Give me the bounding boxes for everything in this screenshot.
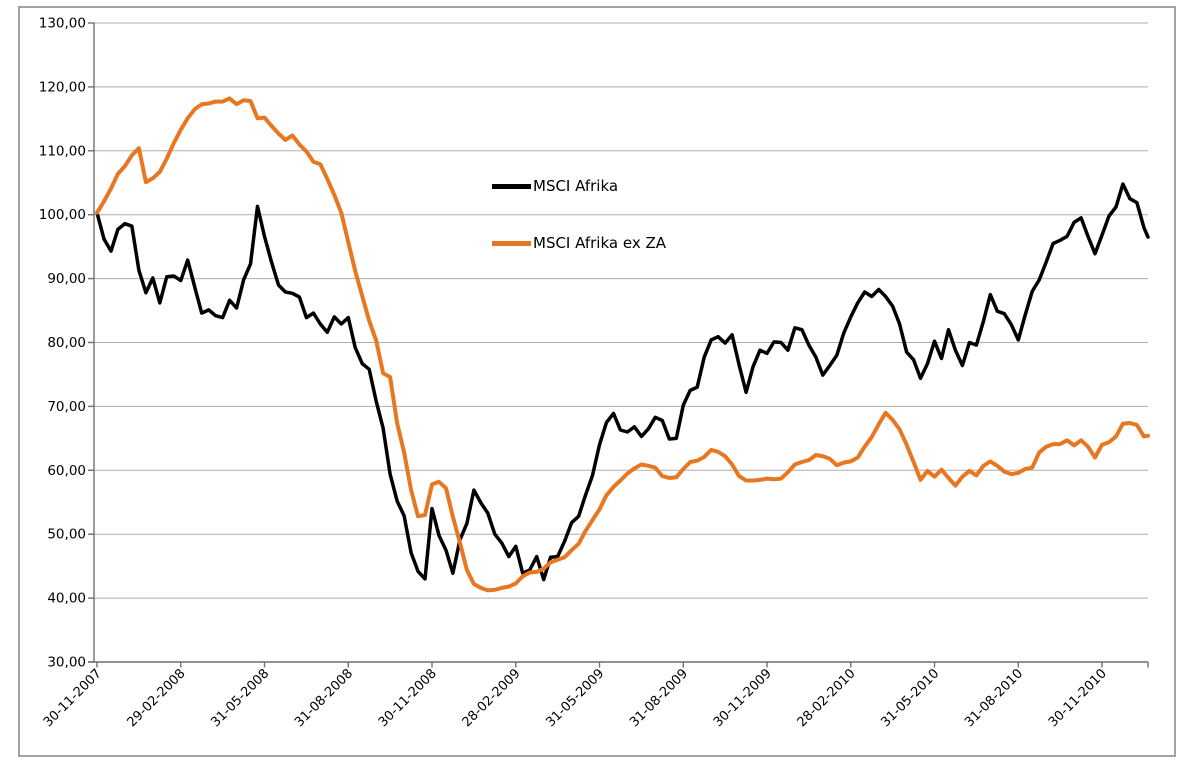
y-axis-label: 80,00 bbox=[47, 335, 86, 351]
legend-swatch-msci-afrika bbox=[492, 183, 531, 189]
y-axis-label: 110,00 bbox=[39, 143, 86, 159]
y-axis-label: 50,00 bbox=[47, 527, 86, 543]
legend-item-msci-afrika: MSCI Afrika bbox=[492, 177, 666, 195]
y-axis-label: 90,00 bbox=[47, 271, 86, 287]
y-axis-label: 130,00 bbox=[39, 16, 86, 32]
y-axis-label: 60,00 bbox=[47, 463, 86, 479]
x-axis-label: 29-02-2008 bbox=[125, 666, 189, 730]
legend-item-msci-afrika-ex-za: MSCI Afrika ex ZA bbox=[492, 234, 667, 252]
y-axis-label: 40,00 bbox=[47, 591, 86, 607]
legend-label-msci-afrika-ex-za: MSCI Afrika ex ZA bbox=[533, 234, 667, 252]
x-axis-label: 30-11-2010 bbox=[1046, 666, 1110, 730]
y-axis-label: 30,00 bbox=[47, 655, 86, 671]
x-axis-label: 28-02-2009 bbox=[460, 666, 524, 730]
series-line-msci-afrika bbox=[95, 182, 1150, 582]
chart-frame bbox=[18, 6, 1176, 757]
x-axis-label: 31-05-2008 bbox=[208, 666, 272, 730]
legend-label-msci-afrika: MSCI Afrika bbox=[533, 177, 619, 195]
x-axis-label: 30-11-2007 bbox=[41, 666, 105, 730]
legend-swatch-msci-afrika-ex-za bbox=[492, 240, 531, 246]
x-axis-label: 31-05-2009 bbox=[543, 666, 607, 730]
y-axis-label: 120,00 bbox=[39, 79, 86, 95]
series-line-msci-afrika-ex-za bbox=[95, 96, 1150, 593]
x-axis-label: 31-05-2010 bbox=[878, 666, 942, 730]
x-axis-label: 31-08-2009 bbox=[627, 666, 691, 730]
y-axis-label: 100,00 bbox=[39, 207, 86, 223]
x-axis-label: 31-08-2008 bbox=[292, 666, 356, 730]
x-axis-label: 28-02-2010 bbox=[795, 666, 859, 730]
x-axis-label: 31-08-2010 bbox=[962, 666, 1026, 730]
x-axis-label: 30-11-2008 bbox=[376, 666, 440, 730]
legend: MSCI Afrika MSCI Afrika ex ZA bbox=[492, 177, 667, 292]
x-axis-label: 30-11-2009 bbox=[711, 666, 775, 730]
y-axis-label: 70,00 bbox=[47, 399, 86, 415]
